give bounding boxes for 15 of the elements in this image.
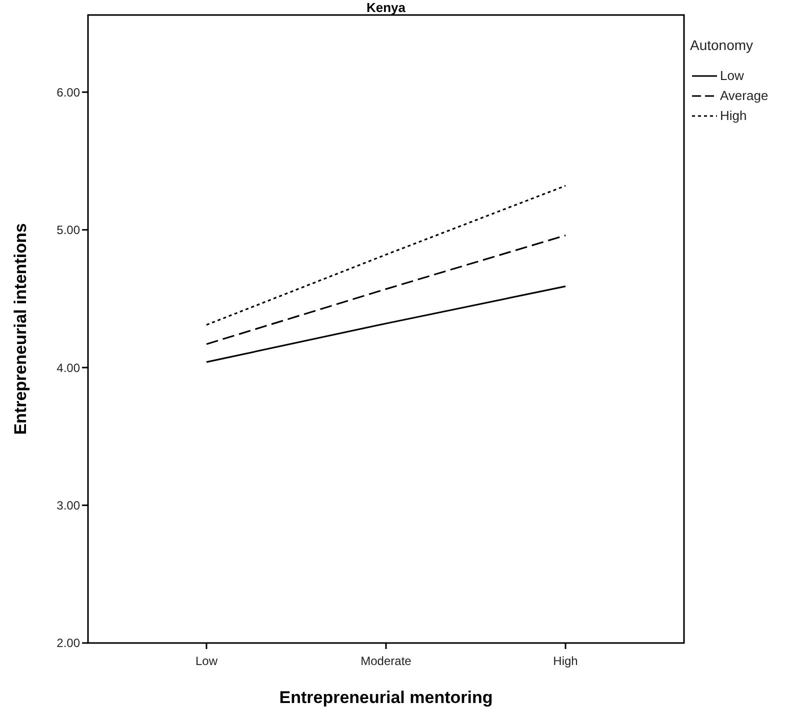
x-axis-title: Entrepreneurial mentoring — [279, 688, 493, 707]
y-tick-label: 4.00 — [56, 360, 80, 375]
x-tick-label: Moderate — [360, 654, 412, 668]
legend-title: Autonomy — [690, 37, 754, 53]
legend-label: High — [720, 108, 747, 123]
chart-title: Kenya — [366, 0, 406, 15]
y-axis-title: Entrepreneurial intentions — [11, 223, 30, 435]
legend-label: Average — [720, 88, 768, 103]
x-tick-label: Low — [195, 654, 218, 668]
y-tick-label: 6.00 — [56, 85, 80, 100]
y-tick-label: 5.00 — [56, 223, 80, 238]
legend-label: Low — [720, 68, 744, 83]
y-tick-label: 2.00 — [56, 636, 80, 650]
x-tick-label: High — [553, 654, 578, 668]
y-tick-label: 3.00 — [56, 498, 80, 512]
